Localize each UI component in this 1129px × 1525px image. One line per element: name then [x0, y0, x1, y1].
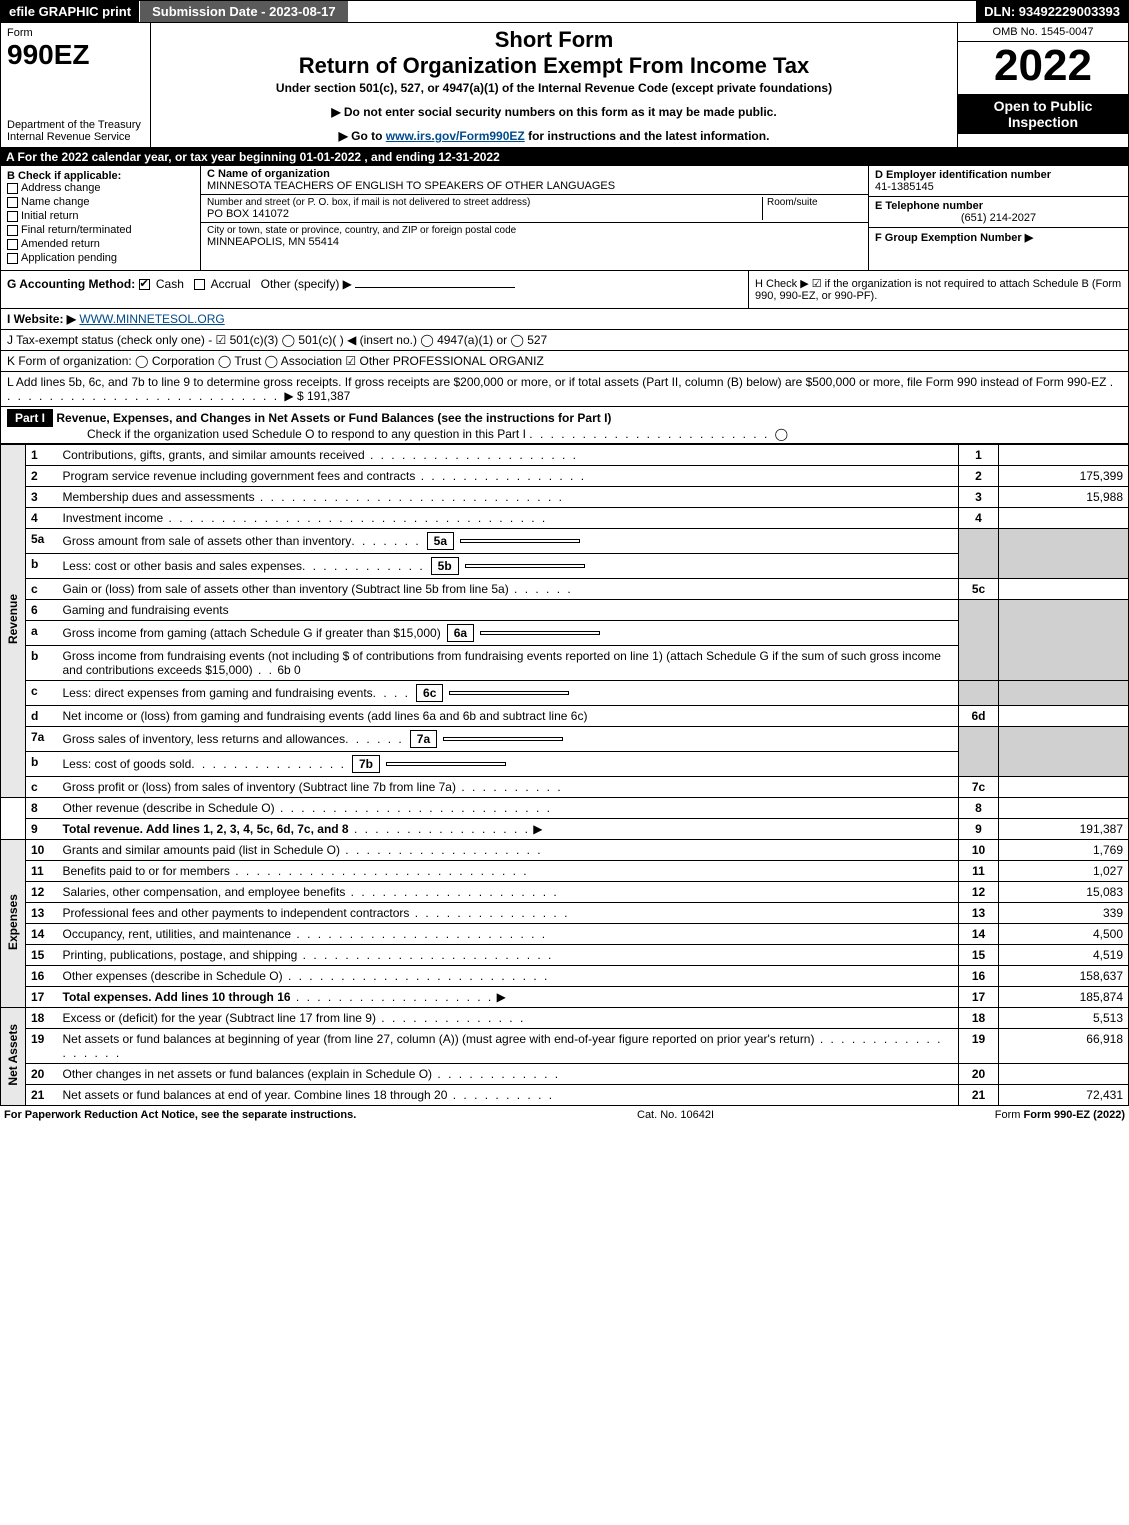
page-footer: For Paperwork Reduction Act Notice, see …	[0, 1106, 1129, 1124]
chk-initial-return[interactable]: Initial return	[7, 210, 194, 222]
line-10: Expenses 10 Grants and similar amounts p…	[1, 840, 1129, 861]
chk-application-pending[interactable]: Application pending	[7, 252, 194, 264]
part-i-check-text: Check if the organization used Schedule …	[87, 427, 526, 441]
line-14: 14 Occupancy, rent, utilities, and maint…	[1, 924, 1129, 945]
line-17: 17 Total expenses. Add lines 10 through …	[1, 987, 1129, 1008]
sidebar-expenses: Expenses	[1, 840, 26, 1008]
subtitle-ssn: ▶ Do not enter social security numbers o…	[161, 105, 947, 119]
submission-date: Submission Date - 2023-08-17	[140, 1, 348, 22]
addr-label: Number and street (or P. O. box, if mail…	[207, 197, 762, 208]
irs-link[interactable]: www.irs.gov/Form990EZ	[386, 129, 525, 143]
chk-amended-return[interactable]: Amended return	[7, 238, 194, 250]
line-1: Revenue 1 Contributions, gifts, grants, …	[1, 445, 1129, 466]
org-city: MINNEAPOLIS, MN 55414	[207, 236, 862, 248]
part-i-header: Part I Revenue, Expenses, and Changes in…	[0, 407, 1129, 444]
section-def: D Employer identification number 41-1385…	[868, 166, 1128, 270]
line-7c: c Gross profit or (loss) from sales of i…	[1, 777, 1129, 798]
line-12: 12 Salaries, other compensation, and emp…	[1, 882, 1129, 903]
ein-value: 41-1385145	[875, 181, 1122, 193]
chk-final-return[interactable]: Final return/terminated	[7, 224, 194, 236]
section-j: J Tax-exempt status (check only one) - ☑…	[0, 330, 1129, 351]
line-6c: c Less: direct expenses from gaming and …	[1, 681, 1129, 706]
subtitle-link-row: ▶ Go to www.irs.gov/Form990EZ for instru…	[161, 129, 947, 143]
sidebar-netassets: Net Assets	[1, 1008, 26, 1106]
chk-accrual[interactable]	[194, 279, 205, 290]
room-label: Room/suite	[767, 197, 862, 208]
chk-name-change[interactable]: Name change	[7, 196, 194, 208]
footer-mid: Cat. No. 10642I	[637, 1109, 714, 1121]
line-15: 15 Printing, publications, postage, and …	[1, 945, 1129, 966]
goto-prefix: ▶ Go to	[339, 129, 386, 143]
ein-label: D Employer identification number	[875, 169, 1122, 181]
section-k: K Form of organization: ◯ Corporation ◯ …	[0, 351, 1129, 372]
part-i-check-val: ◯	[775, 427, 788, 441]
line-18: Net Assets 18 Excess or (deficit) for th…	[1, 1008, 1129, 1029]
section-l: L Add lines 5b, 6c, and 7b to line 9 to …	[0, 372, 1129, 407]
efile-print-button[interactable]: efile GRAPHIC print	[1, 1, 140, 22]
header-right: OMB No. 1545-0047 2022 Open to Public In…	[958, 23, 1128, 147]
line-6d: d Net income or (loss) from gaming and f…	[1, 706, 1129, 727]
line-21: 21 Net assets or fund balances at end of…	[1, 1085, 1129, 1106]
form-table: Revenue 1 Contributions, gifts, grants, …	[0, 444, 1129, 1106]
section-b-label: B Check if applicable:	[7, 170, 194, 182]
line-11: 11 Benefits paid to or for members . . .…	[1, 861, 1129, 882]
section-h: H Check ▶ ☑ if the organization is not r…	[748, 271, 1128, 308]
dln-label: DLN: 93492229003393	[976, 1, 1128, 22]
form-label: Form	[7, 27, 144, 39]
group-exemption-label: F Group Exemption Number ▶	[875, 231, 1122, 244]
line-4: 4 Investment income . . . . . . . . . . …	[1, 508, 1129, 529]
section-b: B Check if applicable: Address change Na…	[1, 166, 201, 270]
section-c: C Name of organization MINNESOTA TEACHER…	[201, 166, 868, 270]
subtitle-section: Under section 501(c), 527, or 4947(a)(1)…	[161, 81, 947, 95]
phone-label: E Telephone number	[875, 200, 1122, 212]
accounting-other: Other (specify) ▶	[261, 277, 352, 291]
line-2: 2 Program service revenue including gove…	[1, 466, 1129, 487]
website-link[interactable]: WWW.MINNETESOL.ORG	[79, 312, 224, 326]
org-address: PO BOX 141072	[207, 208, 762, 220]
accounting-label: G Accounting Method:	[7, 277, 135, 291]
c-name-label: C Name of organization	[207, 168, 330, 180]
footer-right: Form Form 990-EZ (2022)	[995, 1109, 1125, 1121]
line-5c: c Gain or (loss) from sale of assets oth…	[1, 579, 1129, 600]
line-20: 20 Other changes in net assets or fund b…	[1, 1064, 1129, 1085]
line-9: 9 Total revenue. Add lines 1, 2, 3, 4, 5…	[1, 819, 1129, 840]
line-8: 8 Other revenue (describe in Schedule O)…	[1, 798, 1129, 819]
topbar: efile GRAPHIC print Submission Date - 20…	[0, 0, 1129, 23]
omb-number: OMB No. 1545-0047	[958, 23, 1128, 42]
section-i: I Website: ▶ WWW.MINNETESOL.ORG	[0, 309, 1129, 330]
sidebar-revenue: Revenue	[1, 445, 26, 798]
form-header: Form 990EZ Department of the Treasury In…	[0, 23, 1129, 148]
line-3: 3 Membership dues and assessments . . . …	[1, 487, 1129, 508]
part-i-title: Revenue, Expenses, and Changes in Net As…	[56, 411, 611, 425]
line-19: 19 Net assets or fund balances at beginn…	[1, 1029, 1129, 1064]
section-g: G Accounting Method: Cash Accrual Other …	[1, 271, 748, 308]
department-label: Department of the Treasury Internal Reve…	[7, 119, 144, 143]
form-number: 990EZ	[7, 39, 144, 71]
city-label: City or town, state or province, country…	[207, 225, 862, 236]
goto-suffix: for instructions and the latest informat…	[525, 129, 770, 143]
line-13: 13 Professional fees and other payments …	[1, 903, 1129, 924]
section-l-amount: ▶ $ 191,387	[284, 389, 350, 403]
website-label: I Website: ▶	[7, 312, 76, 326]
section-bcd: B Check if applicable: Address change Na…	[0, 166, 1129, 271]
line-7a: 7a Gross sales of inventory, less return…	[1, 727, 1129, 752]
tax-year: 2022	[958, 42, 1128, 94]
header-center: Short Form Return of Organization Exempt…	[151, 23, 958, 147]
header-left: Form 990EZ Department of the Treasury In…	[1, 23, 151, 147]
return-title: Return of Organization Exempt From Incom…	[161, 53, 947, 79]
short-form-title: Short Form	[161, 27, 947, 53]
chk-cash[interactable]	[139, 279, 150, 290]
line-5a: 5a Gross amount from sale of assets othe…	[1, 529, 1129, 554]
chk-address-change[interactable]: Address change	[7, 182, 194, 194]
inspection-badge: Open to Public Inspection	[958, 94, 1128, 134]
part-i-label: Part I	[7, 409, 53, 427]
section-l-text: L Add lines 5b, 6c, and 7b to line 9 to …	[7, 375, 1106, 389]
line-6: 6 Gaming and fundraising events	[1, 600, 1129, 621]
footer-left: For Paperwork Reduction Act Notice, see …	[4, 1109, 356, 1121]
org-name: MINNESOTA TEACHERS OF ENGLISH TO SPEAKER…	[207, 180, 862, 192]
section-a: A For the 2022 calendar year, or tax yea…	[0, 148, 1129, 166]
phone-value: (651) 214-2027	[875, 212, 1122, 224]
section-gh: G Accounting Method: Cash Accrual Other …	[0, 271, 1129, 309]
line-16: 16 Other expenses (describe in Schedule …	[1, 966, 1129, 987]
